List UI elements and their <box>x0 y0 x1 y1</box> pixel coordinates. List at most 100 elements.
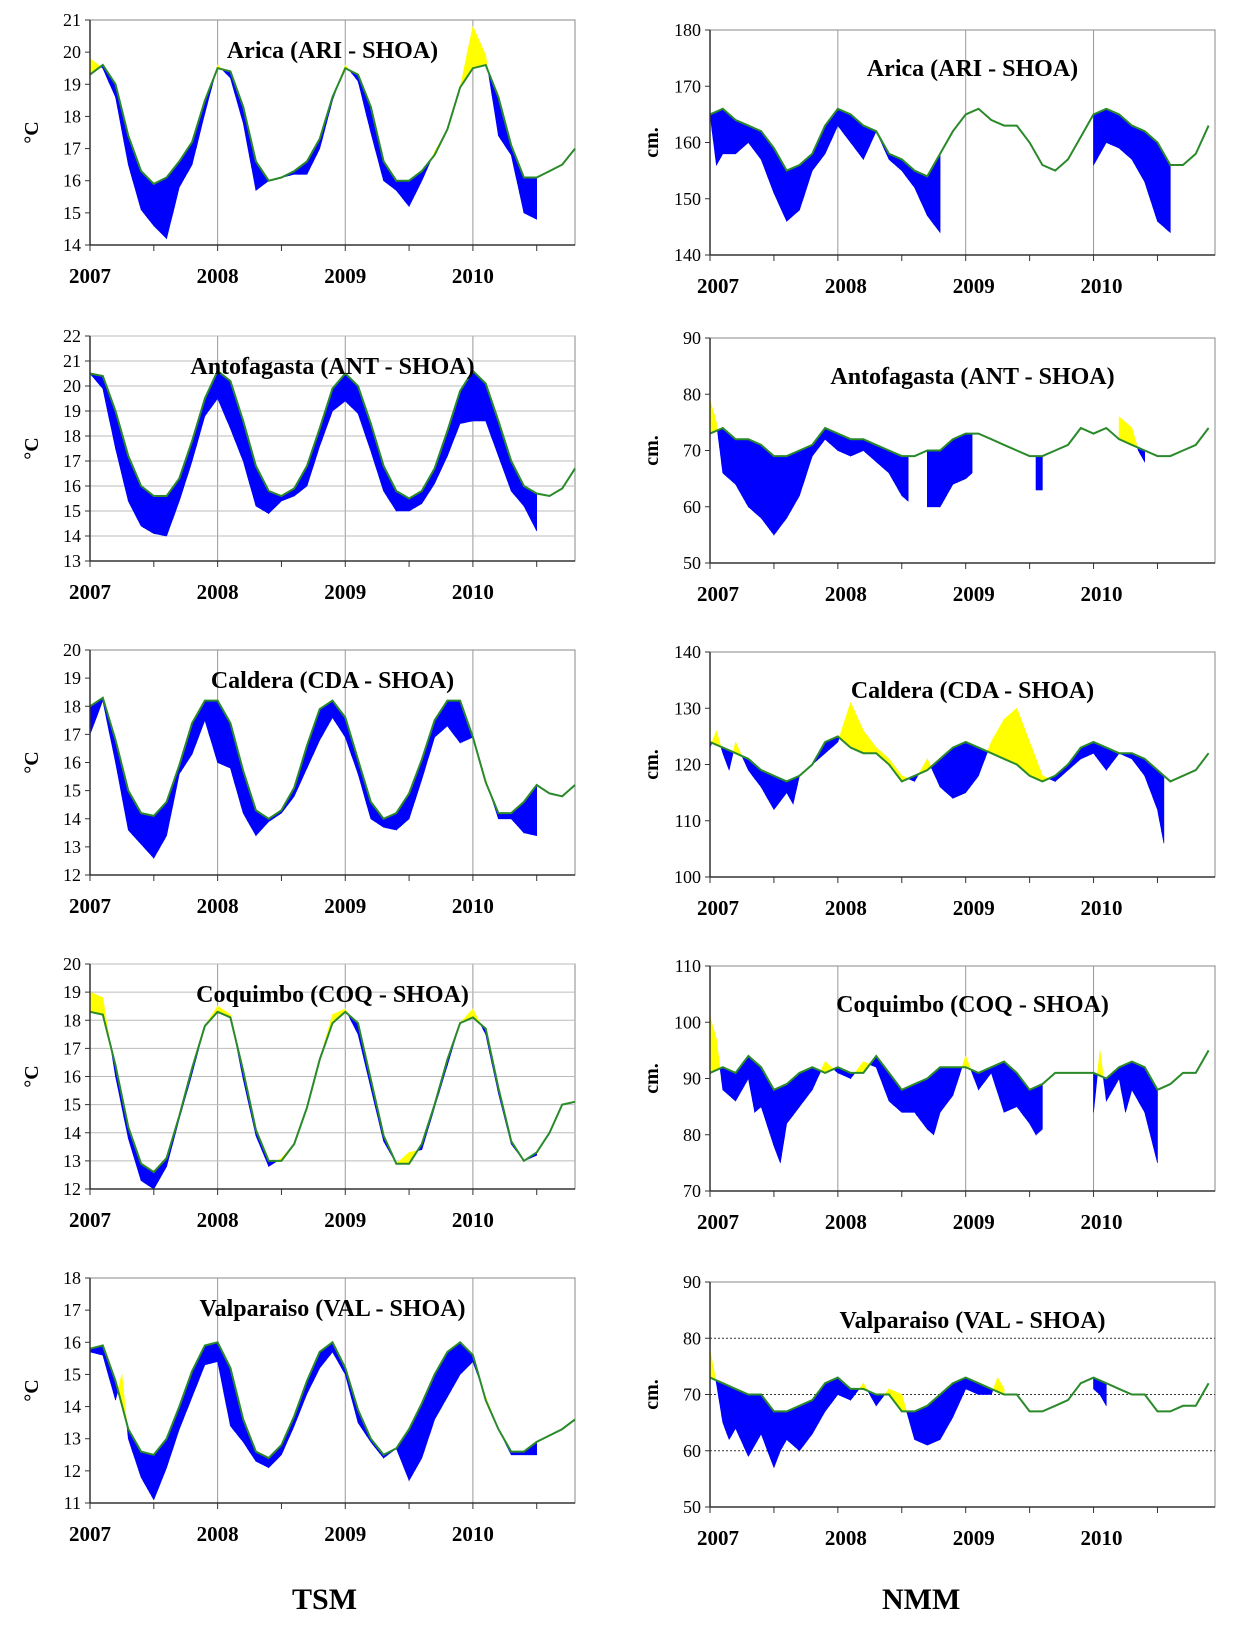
anomaly-negative <box>274 493 278 509</box>
chart-tsm-valparaiso: 11 12 13 14 15 16 17 18 2007 2008 2009 2010 Valparai… <box>0 1258 600 1568</box>
anomaly-negative <box>788 168 792 221</box>
anomaly-negative <box>941 1390 945 1436</box>
anomaly-negative <box>743 1392 747 1452</box>
chart-title: Valparaiso (VAL - SHOA) <box>839 1308 1105 1334</box>
anomaly-negative <box>797 1405 800 1452</box>
y-tick-label: 14 <box>63 526 81 546</box>
anomaly-negative <box>767 449 770 531</box>
y-axis-label: °C <box>21 751 43 773</box>
anomaly-negative <box>1018 1074 1022 1114</box>
anomaly-negative <box>760 769 764 792</box>
anomaly-negative <box>155 1448 159 1495</box>
anomaly-negative <box>145 1165 148 1186</box>
anomaly-positive <box>848 702 851 749</box>
x-tick-label: 2008 <box>825 274 867 298</box>
anomaly-negative <box>444 1350 448 1402</box>
anomaly-negative <box>846 436 849 456</box>
x-tick-label: 2009 <box>324 1208 366 1232</box>
anomaly-negative <box>765 1399 768 1451</box>
y-tick-label: 50 <box>683 553 701 573</box>
anomaly-negative <box>455 1343 459 1384</box>
y-tick-label: 150 <box>674 189 701 209</box>
anomaly-positive <box>472 26 476 69</box>
anomaly-positive <box>1010 711 1013 764</box>
anomaly-positive <box>476 35 480 68</box>
anomaly-negative <box>1027 1085 1030 1125</box>
anomaly-negative <box>848 437 851 457</box>
anomaly-negative <box>869 441 873 459</box>
anomaly-negative <box>1097 111 1101 159</box>
anomaly-positive <box>854 711 858 751</box>
anomaly-negative <box>157 180 161 233</box>
anomaly-negative <box>767 772 770 804</box>
x-tick-label: 2010 <box>452 580 494 604</box>
y-tick-label: 110 <box>675 956 701 976</box>
anomaly-negative <box>1148 1073 1152 1138</box>
anomaly-negative <box>438 1362 442 1414</box>
anomaly-negative <box>867 127 871 151</box>
anomaly-negative <box>950 1066 954 1100</box>
y-tick-labels: 12 13 14 15 16 17 18 19 20 <box>63 640 90 885</box>
y-axis-label: °C <box>21 1065 43 1087</box>
anomaly-negative <box>841 435 845 454</box>
anomaly-negative <box>775 455 779 534</box>
anomaly-negative <box>933 160 937 228</box>
anomaly-negative <box>741 1060 745 1090</box>
y-tick-label: 20 <box>63 42 81 62</box>
y-tick-labels: 50 60 70 80 90 <box>683 328 710 573</box>
anomaly-negative <box>1123 117 1126 155</box>
anomaly-negative <box>963 433 967 481</box>
anomaly-negative <box>837 433 841 452</box>
anomaly-negative <box>924 1405 928 1446</box>
anomaly-negative <box>457 700 461 744</box>
anomaly-negative <box>956 1379 960 1408</box>
anomaly-negative <box>822 1382 826 1417</box>
chart-title: Arica (ARI - SHOA) <box>867 56 1078 82</box>
anomaly-negative <box>929 450 932 508</box>
anomaly-negative <box>1146 1069 1150 1130</box>
x-tick-label: 2007 <box>697 896 739 920</box>
anomaly-negative <box>737 1066 741 1099</box>
x-tick-label: 2008 <box>825 896 867 920</box>
anomaly-negative <box>916 1409 920 1442</box>
anomaly-negative <box>153 495 157 535</box>
anomaly-negative <box>731 1070 734 1100</box>
anomaly-negative <box>534 177 538 220</box>
anomaly-negative <box>873 443 877 463</box>
chart-nmm-coquimbo: 70 80 90 100 110 2007 2008 2009 2010 Coquimbo (CO… <box>620 946 1233 1256</box>
anomaly-negative <box>1110 110 1114 146</box>
anomaly-positive <box>856 716 860 752</box>
y-tick-label: 13 <box>63 837 81 857</box>
anomaly-negative <box>841 110 845 136</box>
anomaly-negative <box>402 180 406 202</box>
anomaly-negative <box>453 1344 457 1387</box>
anomaly-negative <box>741 438 745 500</box>
chart-tsm-antofagasta: 13 14 15 16 17 18 19 20 21 22 2007 2008 2009 2010 Anto… <box>0 316 600 626</box>
anomaly-negative <box>824 121 828 154</box>
climatology-line <box>709 735 1210 783</box>
anomaly-negative <box>206 700 210 735</box>
anomaly-negative <box>164 177 167 240</box>
anomaly-negative <box>149 814 152 857</box>
anomaly-negative <box>814 1393 817 1432</box>
footer-nmm-label: NMM <box>882 1583 961 1616</box>
anomaly-negative <box>453 700 457 739</box>
anomaly-negative <box>398 491 401 512</box>
anomaly-negative <box>735 1069 738 1102</box>
anomaly-negative <box>944 444 947 500</box>
y-tick-label: 18 <box>63 1268 81 1288</box>
anomaly-negative <box>1125 119 1128 157</box>
anomaly-negative <box>321 705 325 737</box>
anomaly-negative <box>920 1079 924 1125</box>
anomaly-negative <box>1142 1065 1146 1113</box>
anomaly-negative <box>886 449 890 474</box>
anomaly-negative <box>792 166 796 217</box>
y-tick-label: 14 <box>63 1397 81 1417</box>
anomaly-negative <box>952 1381 956 1418</box>
anomaly-negative <box>737 1389 741 1438</box>
y-tick-labels: 12 13 14 15 16 17 18 19 20 <box>63 954 90 1199</box>
y-tick-label: 90 <box>683 328 701 348</box>
anomaly-negative <box>149 1168 152 1189</box>
y-tick-label: 18 <box>63 106 81 126</box>
anomaly-negative <box>151 1170 155 1190</box>
